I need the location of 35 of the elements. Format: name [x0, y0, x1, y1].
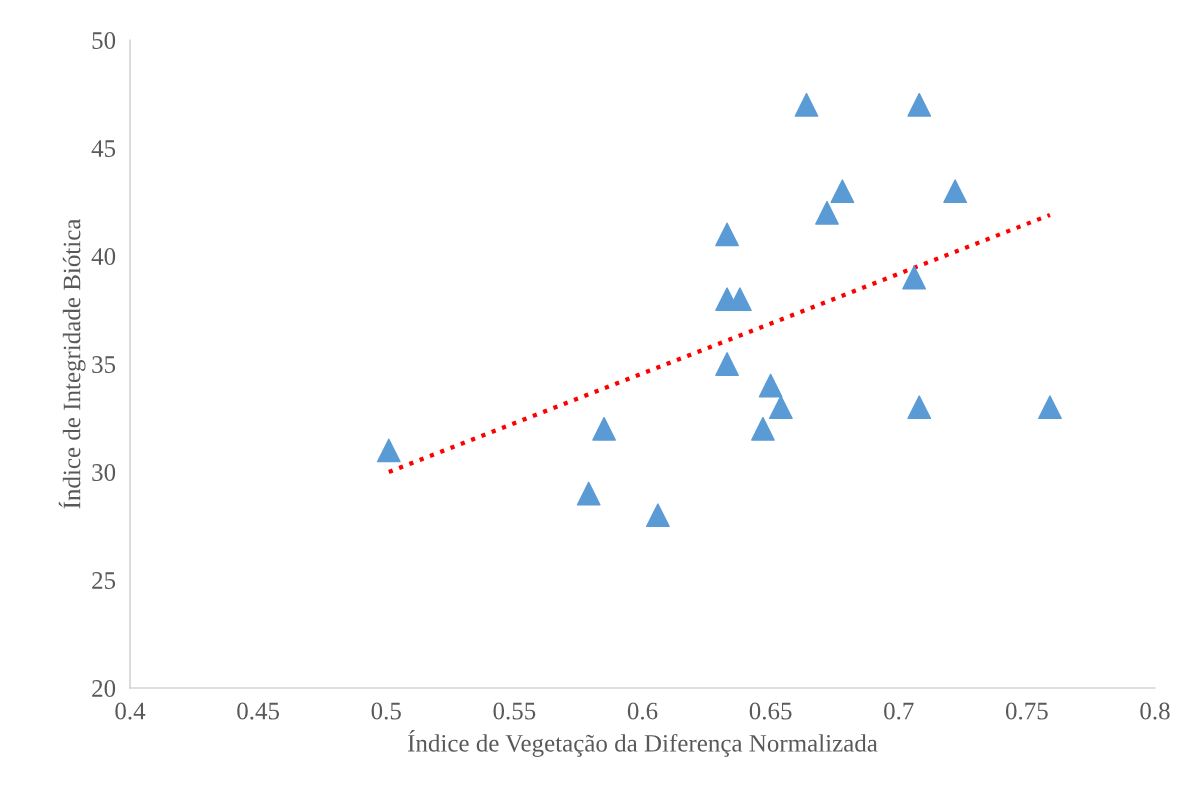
point — [907, 92, 932, 117]
x-tick-label: 0.7 — [884, 702, 914, 720]
x-tick-label: 0.6 — [627, 702, 658, 720]
x-axis-title: Índice de Vegetação da Diferença Normalizada — [407, 730, 878, 757]
point — [815, 200, 839, 225]
point — [907, 395, 932, 420]
x-tick-label: 0.55 — [493, 702, 536, 720]
y-tick-label: 35 — [92, 356, 116, 373]
point — [715, 352, 739, 376]
y-tick-label: 45 — [91, 140, 116, 157]
point — [902, 265, 927, 290]
x-tick-label: 0.45 — [237, 702, 280, 720]
y-tick-label: 20 — [92, 680, 116, 697]
point — [751, 416, 775, 441]
point — [768, 395, 793, 420]
point — [645, 503, 670, 528]
point — [1038, 395, 1062, 420]
x-tick-label: 0.5 — [371, 702, 401, 720]
y-tick-label: 40 — [91, 248, 116, 265]
y-tick-label: 30 — [92, 464, 116, 481]
y-tick-label: 25 — [92, 572, 116, 589]
point — [715, 222, 739, 247]
point — [592, 416, 616, 441]
point — [576, 481, 601, 506]
x-tick-label: 0.8 — [1140, 702, 1170, 720]
point — [943, 179, 968, 204]
point — [830, 179, 855, 204]
point — [794, 92, 819, 117]
point — [376, 438, 401, 463]
x-tick-label: 0.4 — [115, 702, 146, 720]
y-tick-label: 50 — [92, 32, 116, 49]
x-tick-label: 0.65 — [749, 702, 792, 720]
x-tick-label: 0.75 — [1005, 702, 1048, 720]
y-axis-title: Índice de Integridade Biótica — [58, 218, 86, 509]
point — [758, 373, 783, 398]
